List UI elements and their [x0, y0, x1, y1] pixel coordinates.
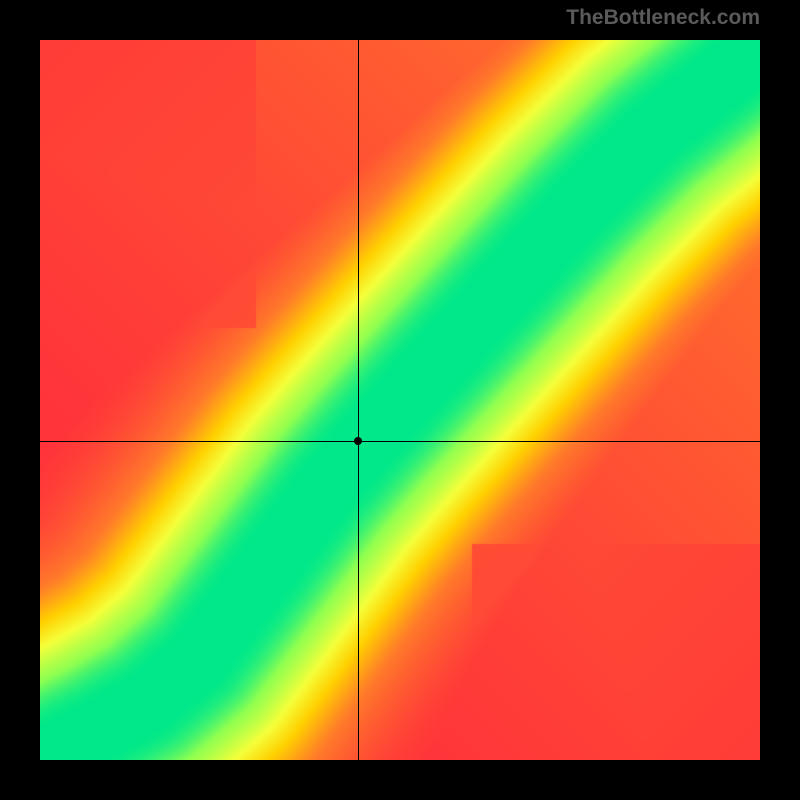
- heatmap-canvas: [40, 40, 760, 760]
- chart-container: { "watermark": "TheBottleneck.com", "cha…: [0, 0, 800, 800]
- watermark-text: TheBottleneck.com: [566, 6, 760, 30]
- heatmap-plot-area: [40, 40, 760, 760]
- crosshair-marker: [354, 437, 362, 445]
- crosshair-horizontal: [40, 441, 760, 442]
- crosshair-vertical: [358, 40, 359, 760]
